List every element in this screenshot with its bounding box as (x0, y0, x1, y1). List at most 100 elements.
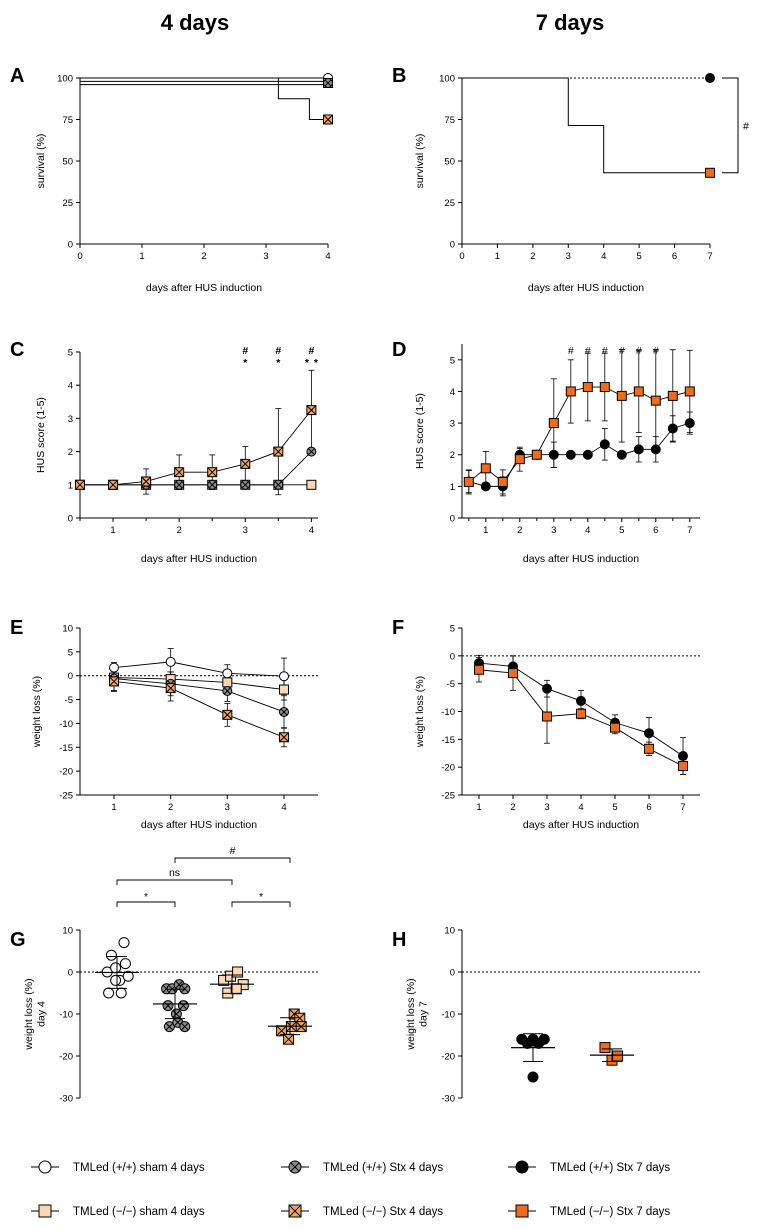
point-wt_stx7-shape (542, 683, 552, 694)
panel-H: H -30 -20 -10 0 10 weight loss (%)day 7 (392, 926, 700, 1105)
data-point-wt_stx4-cross-b (180, 1022, 189, 1031)
point-wt_stx7-shape (644, 728, 654, 739)
data-point-ko_stx7-shape (599, 1042, 611, 1054)
data-point-wt_stx4-cross-b (173, 1018, 182, 1027)
x-tick-label: 3 (263, 251, 268, 262)
point-wt_stx4 (306, 446, 317, 457)
y-axis-label: HUS score (1-5) (35, 397, 47, 473)
point-ko_stx7-shape (576, 708, 586, 719)
point-ko_stx7 (474, 664, 484, 675)
data-point-wt_stx4-cross-b (164, 1001, 172, 1010)
data-point-wt_sham-shape (110, 974, 122, 986)
y-tick-label: -15 (441, 735, 455, 746)
point-wt_stx7 (616, 449, 627, 460)
y-tick-label: 0 (68, 671, 73, 682)
point-wt_stx4-cross-b (307, 448, 315, 456)
series-line-ko_sham (113, 677, 285, 690)
significance-bracket (722, 77, 739, 174)
point-ko_stx7-shape (678, 761, 688, 772)
point-ko_stx4-cross-b (75, 479, 85, 490)
point-wt_sham-shape (279, 671, 289, 682)
marker-wt_stx7 (705, 73, 715, 83)
circle-cross-icon-cross-b (290, 1162, 300, 1172)
marker-wt_stx4 (323, 77, 333, 88)
legend-label: TMLed (+/+) sham 4 days (73, 1162, 205, 1174)
point-ko_stx4 (109, 676, 119, 687)
point-ko_sham (222, 677, 233, 688)
point-wt_stx7-shape (582, 449, 593, 460)
y-tick-label: 3 (450, 419, 455, 430)
x-axis-label: days after HUS induction (523, 553, 639, 565)
x-tick-label: 6 (646, 802, 651, 813)
point-ko_stx7 (576, 708, 586, 719)
data-point-wt_sham (122, 970, 134, 982)
x-tick-label: 4 (578, 802, 583, 813)
y-tick-label: 0 (68, 968, 73, 979)
point-wt_stx7 (582, 449, 593, 460)
data-point-wt_stx7 (538, 1033, 550, 1045)
point-ko_stx7 (497, 476, 508, 487)
x-tick-label: 0 (77, 251, 82, 262)
panel-letter-E: E (10, 617, 23, 639)
point-wt_stx7 (565, 449, 576, 460)
panel-letter-A: A (10, 65, 24, 87)
point-ko_stx7-shape (610, 722, 620, 733)
point-ko_stx7 (565, 386, 576, 397)
data-point-wt_stx4 (163, 1021, 175, 1033)
point-ko_stx7-shape (644, 743, 654, 754)
x-tick-label: 4 (601, 251, 606, 262)
panel-letter-C: C (10, 339, 24, 361)
header-4-days: 4 days (161, 10, 230, 35)
point-wt_sham (279, 671, 289, 682)
circle-open-icon (38, 1160, 52, 1174)
comparison-bracket (174, 857, 291, 863)
point-wt_sham (165, 656, 176, 667)
y-axis-label: weight loss (%)day 7 (405, 978, 430, 1050)
annotation-star: * (305, 357, 310, 369)
point-ko_stx7 (650, 395, 661, 406)
y-tick-label: 4 (68, 381, 73, 392)
marker-ko_stx7-shape (705, 167, 715, 178)
point-ko_stx7-shape (684, 386, 695, 397)
data-point-wt_stx4 (170, 1008, 182, 1020)
series-line-wt_stx4 (113, 678, 285, 713)
series-line-ko_stx4 (80, 409, 312, 486)
point-ko_stx7-shape (542, 711, 552, 722)
data-point-ko_sham-shape (232, 966, 244, 978)
point-ko_stx4 (165, 683, 176, 694)
data-point-wt_stx7-shape (538, 1033, 550, 1045)
panel-C: C 0 1 2 3 4 5 1 2 3 4 HUS score (1-5) days after HUS… (10, 339, 319, 565)
point-ko_stx4-cross-b (109, 676, 119, 687)
point-ko_stx4-cross-b (279, 732, 289, 743)
x-axis-label: days after HUS induction (146, 282, 262, 294)
point-wt_stx7-shape (599, 439, 610, 450)
point-ko_stx4-cross-b (207, 467, 218, 478)
x-tick-label: 2 (517, 525, 522, 536)
y-tick-label: 75 (444, 115, 455, 126)
point-wt_stx7-shape (650, 444, 661, 455)
comparison-label: # (230, 845, 236, 857)
data-point-wt_sham (110, 974, 122, 986)
point-wt_sham-shape (109, 662, 119, 673)
point-ko_stx7-shape (474, 664, 484, 675)
x-tick-label: 7 (687, 525, 692, 536)
header-7-days: 7 days (536, 10, 605, 35)
marker-wt_stx7-shape (705, 73, 715, 83)
point-wt_stx7-shape (616, 449, 627, 460)
point-ko_stx7-shape (480, 463, 491, 474)
point-ko_stx4 (75, 479, 85, 490)
data-point-ko_sham-shape (230, 983, 242, 995)
comparison-bracket (116, 901, 176, 907)
data-point-wt_stx4 (179, 1021, 191, 1033)
point-ko_stx7-shape (650, 395, 661, 406)
y-tick-label: 5 (450, 624, 455, 635)
square-filled-icon (515, 1204, 529, 1218)
annotation-hash: # (653, 345, 659, 357)
y-tick-label: 50 (444, 157, 455, 168)
point-ko_stx7 (480, 463, 491, 474)
point-ko_stx7-shape (531, 449, 542, 460)
point-ko_stx7 (582, 382, 593, 393)
annotation-star: * (243, 357, 248, 369)
comparison-bracket (116, 879, 233, 885)
